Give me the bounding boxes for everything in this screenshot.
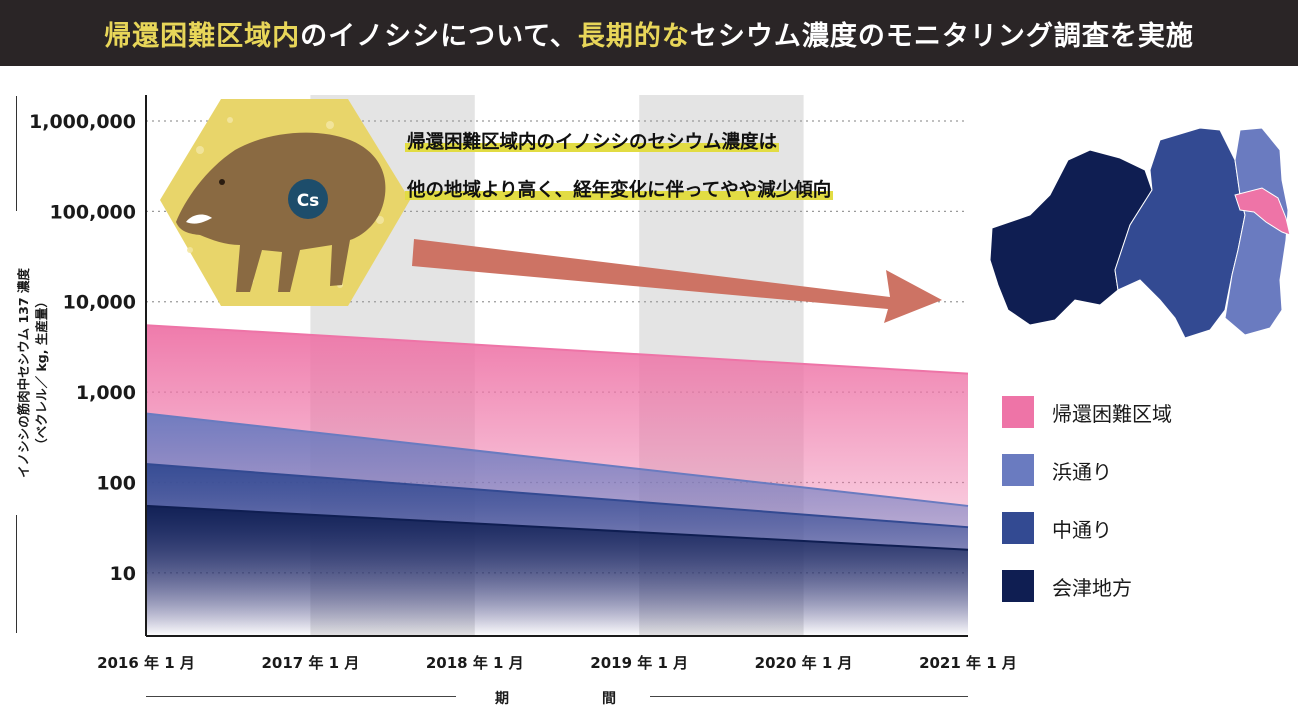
series-line-1 bbox=[145, 324, 969, 375]
x-tick-label: 2021 年 1 月 bbox=[919, 654, 1017, 672]
legend-swatch bbox=[1002, 396, 1034, 428]
series-line-3 bbox=[145, 463, 969, 529]
legend-swatch bbox=[1002, 570, 1034, 602]
x-tick-label: 2020 年 1 月 bbox=[755, 654, 853, 672]
y-tick-label: 100,000 bbox=[49, 201, 136, 223]
x-tick-label: 2018 年 1 月 bbox=[426, 654, 524, 672]
y-tick-labels: 10 100 1,000 10,000 100,000 1,000,000 bbox=[29, 111, 136, 585]
y-tick-label: 10,000 bbox=[63, 292, 136, 314]
title-banner: 帰還困難区域内のイノシシについて、長期的なセシウム濃度のモニタリング調査を実施 bbox=[0, 0, 1298, 66]
y-tick-label: 1,000 bbox=[76, 382, 136, 404]
legend-swatch bbox=[1002, 512, 1034, 544]
series-line-2 bbox=[145, 412, 969, 507]
legend-swatch bbox=[1002, 454, 1034, 486]
legend-label: 帰還困難区域 bbox=[1052, 402, 1172, 426]
legend-label: 中通り bbox=[1052, 518, 1112, 542]
wild-boar-icon: Cs bbox=[160, 99, 410, 306]
x-tick-label: 2016 年 1 月 bbox=[97, 654, 195, 672]
legend-label: 浜通り bbox=[1052, 460, 1112, 484]
x-axis-title-char-2: 間 bbox=[602, 691, 616, 707]
callout-line-2: 他の地域より高く、経年変化に伴ってやや減少傾向 bbox=[405, 176, 834, 202]
legend-label: 会津地方 bbox=[1052, 576, 1132, 600]
cs-badge-text: Cs bbox=[297, 191, 320, 211]
map-region-difficult-return-zone bbox=[1234, 187, 1291, 236]
y-axis-title-rule-bottom bbox=[16, 515, 17, 633]
x-axis-title-rule-left bbox=[146, 696, 456, 697]
y-axis-title-rule-top bbox=[16, 96, 17, 211]
chart-area: 10 100 1,000 10,000 100,000 1,000,000 2016 年 … bbox=[29, 95, 1291, 672]
y-tick-label: 10 bbox=[110, 563, 136, 585]
fukushima-region-map bbox=[989, 127, 1291, 339]
page-title: 帰還困難区域内のイノシシについて、長期的なセシウム濃度のモニタリング調査を実施 bbox=[104, 20, 1194, 52]
x-axis-title-rule-right bbox=[650, 696, 968, 697]
x-tick-labels: 2016 年 1 月 2017 年 1 月 2018 年 1 月 2019 年 1 月… bbox=[97, 654, 1017, 672]
x-axis-title-char-1: 期 bbox=[495, 691, 509, 707]
trend-arrow bbox=[412, 239, 942, 323]
x-tick-label: 2019 年 1 月 bbox=[590, 654, 688, 672]
x-axis-title: 期 間 bbox=[0, 684, 1298, 708]
y-tick-label: 1,000,000 bbox=[29, 111, 136, 133]
y-tick-label: 100 bbox=[96, 472, 136, 494]
series-lines bbox=[145, 324, 969, 551]
x-tick-label: 2017 年 1 月 bbox=[261, 654, 359, 672]
series-areas bbox=[146, 325, 968, 636]
cs-badge-circle bbox=[288, 179, 328, 219]
series-line-4 bbox=[145, 504, 969, 551]
callout-line-1: 帰還困難区域内のイノシシのセシウム濃度は bbox=[405, 128, 780, 154]
series-area-4 bbox=[146, 505, 968, 636]
map-region-nakadori bbox=[1114, 127, 1246, 339]
